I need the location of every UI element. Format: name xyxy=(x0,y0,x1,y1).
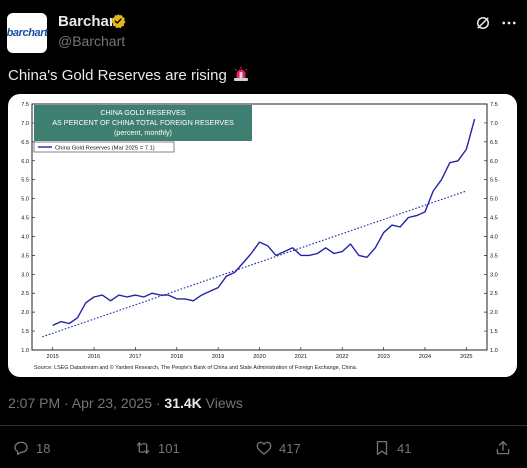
y-tick-label-right: 1.0 xyxy=(490,348,498,354)
post-meta: 2:07 PM · Apr 23, 2025 · 31.4K Views xyxy=(8,395,243,411)
grok-icon[interactable] xyxy=(474,14,492,32)
chart-title-line-3: (percent, monthly) xyxy=(114,128,172,137)
share-icon xyxy=(496,440,510,455)
author-handle[interactable]: @Barchart xyxy=(58,33,126,49)
bookmark-count: 41 xyxy=(397,440,412,456)
y-tick-label-left: 4.5 xyxy=(21,216,29,222)
chart-title-line-2: AS PERCENT OF CHINA TOTAL FOREIGN RESERV… xyxy=(52,118,234,127)
reply-count: 18 xyxy=(36,440,51,456)
trend-line-series xyxy=(42,190,467,338)
reply-button[interactable]: 18 xyxy=(12,438,50,458)
author-name[interactable]: Barchart xyxy=(58,13,120,30)
repost-button[interactable]: 101 xyxy=(134,438,180,458)
y-tick-label-right: 6.0 xyxy=(490,159,498,165)
chart-source: Source: LSEG Datastream and © Yardeni Re… xyxy=(34,364,357,371)
divider xyxy=(0,425,527,426)
gold-reserves-series xyxy=(52,118,476,327)
legend-label: China Gold Reserves (Mar 2025 = 7.1) xyxy=(55,146,155,152)
x-tick-label: 2024 xyxy=(419,354,431,360)
repost-count: 101 xyxy=(158,440,180,456)
more-options-icon[interactable] xyxy=(500,14,518,32)
heart-icon xyxy=(256,441,272,455)
y-tick-label-right: 2.0 xyxy=(490,310,498,316)
x-tick-label: 2025 xyxy=(460,354,472,360)
y-tick-label-left: 6.5 xyxy=(21,140,29,146)
share-button[interactable] xyxy=(494,438,512,458)
y-tick-label-left: 5.5 xyxy=(21,178,29,184)
chart-title-line-1: CHINA GOLD RESERVES xyxy=(100,108,186,117)
y-tick-label-left: 5.0 xyxy=(21,197,29,203)
avatar[interactable]: barchart xyxy=(6,13,48,53)
chart-image[interactable]: 1.0 1.5 2.0 2.5 3.0 3.5 4.0 4.5 5.0 5.5 6.0 6.5 7.0 7… xyxy=(8,94,517,377)
x-tick-label: 2015 xyxy=(46,354,58,360)
chart-title-box xyxy=(34,105,252,141)
siren-emoji-icon xyxy=(233,66,248,81)
legend-box xyxy=(33,141,175,153)
like-button[interactable]: 417 xyxy=(255,438,301,458)
x-tick-label: 2018 xyxy=(171,354,183,360)
y-tick-label-right: 7.5 xyxy=(490,102,498,108)
y-tick-label-right: 3.0 xyxy=(490,272,498,278)
y-tick-label-right: 4.5 xyxy=(490,216,498,222)
y-tick-label-left: 2.0 xyxy=(21,310,29,316)
bookmark-icon xyxy=(376,440,388,456)
y-tick-label-left: 4.0 xyxy=(21,234,29,240)
y-tick-label-right: 2.5 xyxy=(490,291,498,297)
post-timestamp[interactable]: 2:07 PM · Apr 23, 2025 · xyxy=(8,395,165,411)
repost-icon xyxy=(136,442,150,454)
y-tick-label-left: 7.0 xyxy=(21,121,29,127)
y-tick-label-right: 7.0 xyxy=(490,121,498,127)
reply-icon xyxy=(14,441,28,456)
y-tick-label-right: 6.5 xyxy=(490,140,498,146)
x-tick-label: 2022 xyxy=(336,354,348,360)
bookmark-button[interactable]: 41 xyxy=(373,438,411,458)
y-tick-label-left: 6.0 xyxy=(21,159,29,165)
post-text: China's Gold Reserves are rising xyxy=(8,66,249,84)
avatar-logo-text: barchart xyxy=(6,27,48,39)
y-tick-label-right: 5.5 xyxy=(490,178,498,184)
y-tick-label-right: 1.5 xyxy=(490,329,498,335)
y-tick-label-right: 4.0 xyxy=(490,234,498,240)
x-tick-label: 2019 xyxy=(212,354,224,360)
post-body: China's Gold Reserves are rising xyxy=(8,67,227,84)
views-label: Views xyxy=(201,395,243,411)
verified-badge-icon xyxy=(111,14,126,29)
y-tick-label-left: 3.0 xyxy=(21,272,29,278)
views-count: 31.4K xyxy=(164,395,202,411)
y-tick-label-right: 3.5 xyxy=(490,253,498,259)
y-tick-label-left: 2.5 xyxy=(21,291,29,297)
x-tick-label: 2017 xyxy=(129,354,141,360)
y-tick-label-left: 1.5 xyxy=(21,329,29,335)
gold-reserves-chart: 1.0 1.5 2.0 2.5 3.0 3.5 4.0 4.5 5.0 5.5 6.0 6.5 7.0 7… xyxy=(21,102,498,371)
y-tick-label-left: 7.5 xyxy=(21,102,29,108)
y-tick-label-left: 1.0 xyxy=(21,348,29,354)
x-tick-label: 2016 xyxy=(88,354,100,360)
like-count: 417 xyxy=(279,440,301,456)
x-tick-label: 2023 xyxy=(377,354,389,360)
y-tick-label-right: 5.0 xyxy=(490,197,498,203)
x-tick-label: 2021 xyxy=(295,354,307,360)
x-tick-label: 2020 xyxy=(253,354,265,360)
y-tick-label-left: 3.5 xyxy=(21,253,29,259)
